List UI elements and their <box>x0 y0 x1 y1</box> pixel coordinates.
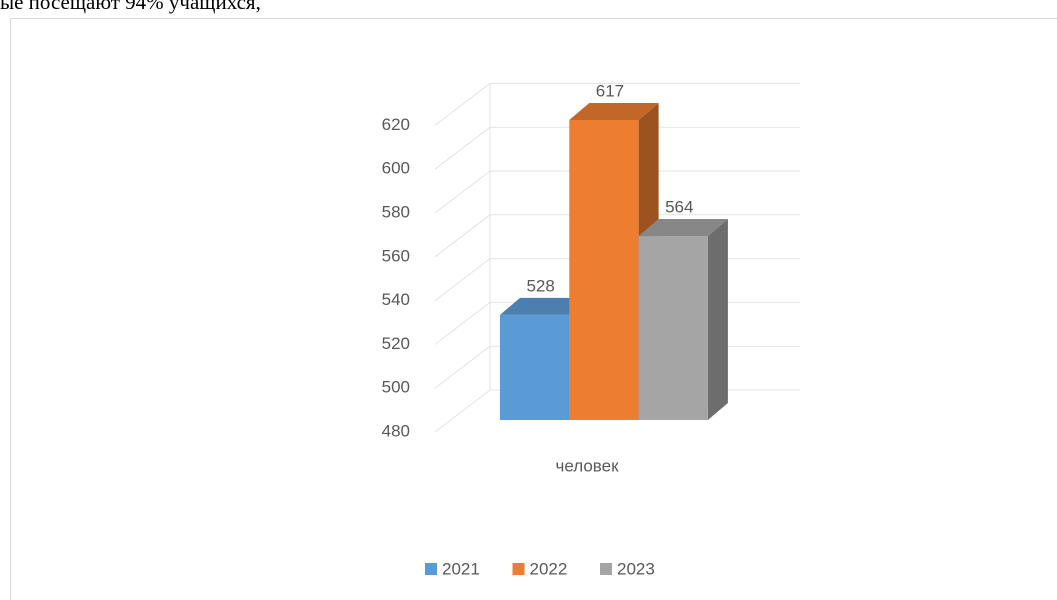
side-grid-line <box>434 214 491 258</box>
document-text: ые посещают 94% учащихся, <box>0 0 261 14</box>
legend-label: 2023 <box>617 559 655 578</box>
legend-label: 2021 <box>442 559 480 578</box>
bar-top <box>638 219 728 237</box>
side-grid-line <box>434 83 491 126</box>
side-grid-line <box>434 345 491 389</box>
y-tick-label: 480 <box>382 421 410 440</box>
y-tick-label: 560 <box>382 246 410 265</box>
side-grid-line <box>434 258 491 301</box>
bar-top <box>500 297 590 315</box>
bar <box>638 236 708 420</box>
bar <box>500 314 570 420</box>
bar-side <box>707 219 728 420</box>
data-label: 564 <box>665 198 693 217</box>
legend-swatch <box>425 563 437 575</box>
y-tick-label: 540 <box>382 290 410 309</box>
plot: 480 500 520 540 560 580 600 620 528 617 564 человек… <box>382 81 800 578</box>
y-tick-label: 500 <box>382 378 410 397</box>
bar-top <box>569 102 659 120</box>
side-grid-line <box>434 302 491 345</box>
legend-swatch <box>512 563 525 575</box>
legend-swatch <box>600 563 612 575</box>
y-tick-label: 600 <box>382 159 410 178</box>
data-label: 617 <box>596 81 624 100</box>
legend-label: 2022 <box>530 559 568 578</box>
side-grid-line <box>434 170 491 214</box>
side-grid-line <box>434 389 491 433</box>
bar <box>569 119 639 420</box>
side-grid-line <box>434 126 491 170</box>
y-tick-label: 520 <box>382 334 410 353</box>
data-label: 528 <box>526 276 554 295</box>
y-tick-label: 620 <box>382 115 410 134</box>
x-tick-label: человек <box>555 456 619 475</box>
y-tick-label: 580 <box>382 202 410 221</box>
